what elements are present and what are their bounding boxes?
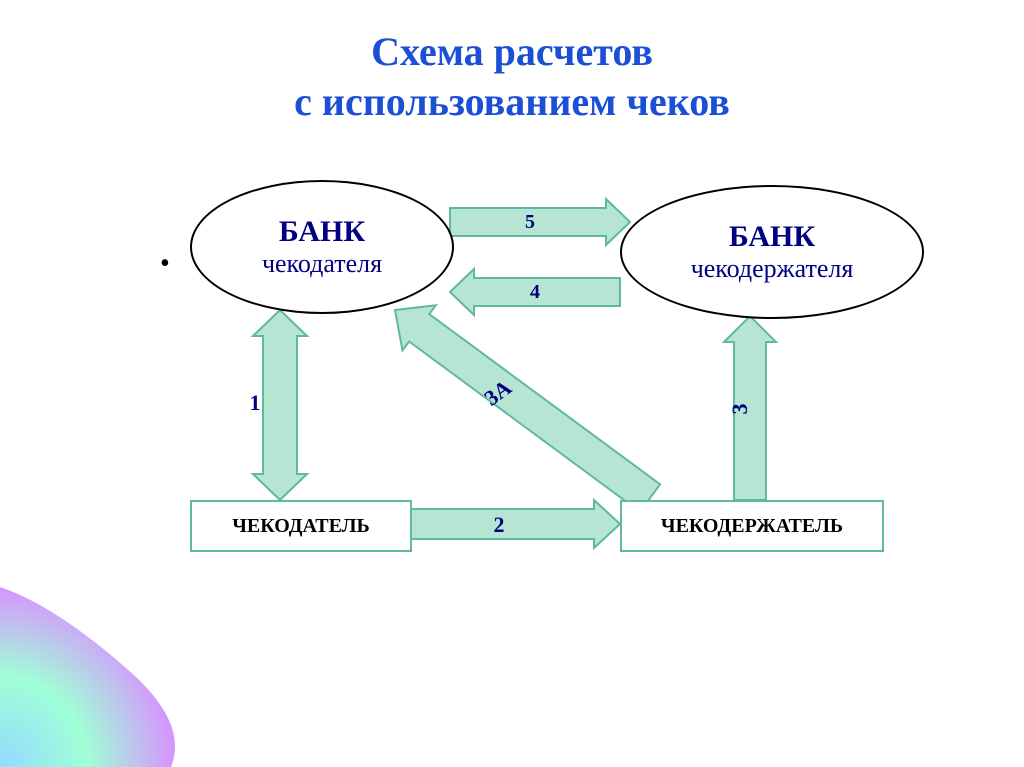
arrow-a1: [253, 310, 307, 500]
arrow-label-1: 1: [250, 390, 261, 416]
node-bank-drawer-line2: чекодателя: [262, 249, 382, 279]
arrow-label-4: 4: [530, 281, 540, 304]
arrow-a3a: [395, 305, 660, 511]
arrow-label-3a: 3А: [479, 375, 516, 412]
title-line2: с использованием чеков: [0, 78, 1024, 125]
title-line1: Схема расчетов: [0, 28, 1024, 75]
node-drawer-label: ЧЕКОДАТЕЛЬ: [232, 515, 370, 538]
node-bank-holder-line2: чекодержателя: [691, 254, 854, 284]
arrow-label-3: 3: [727, 404, 753, 415]
node-bank-drawer: БАНК чекодателя: [190, 180, 454, 314]
arrow-a2: [408, 500, 620, 548]
node-holder-label: ЧЕКОДЕРЖАТЕЛЬ: [661, 515, 843, 538]
node-drawer: ЧЕКОДАТЕЛЬ: [190, 500, 412, 552]
node-holder: ЧЕКОДЕРЖАТЕЛЬ: [620, 500, 884, 552]
node-bank-drawer-line1: БАНК: [279, 215, 365, 249]
bullet-dot: •: [160, 248, 170, 280]
node-bank-holder-line1: БАНК: [729, 220, 815, 254]
arrow-label-2: 2: [494, 512, 505, 538]
node-bank-holder: БАНК чекодержателя: [620, 185, 924, 319]
arrow-label-5: 5: [525, 211, 535, 234]
arrow-a5: [450, 199, 630, 245]
